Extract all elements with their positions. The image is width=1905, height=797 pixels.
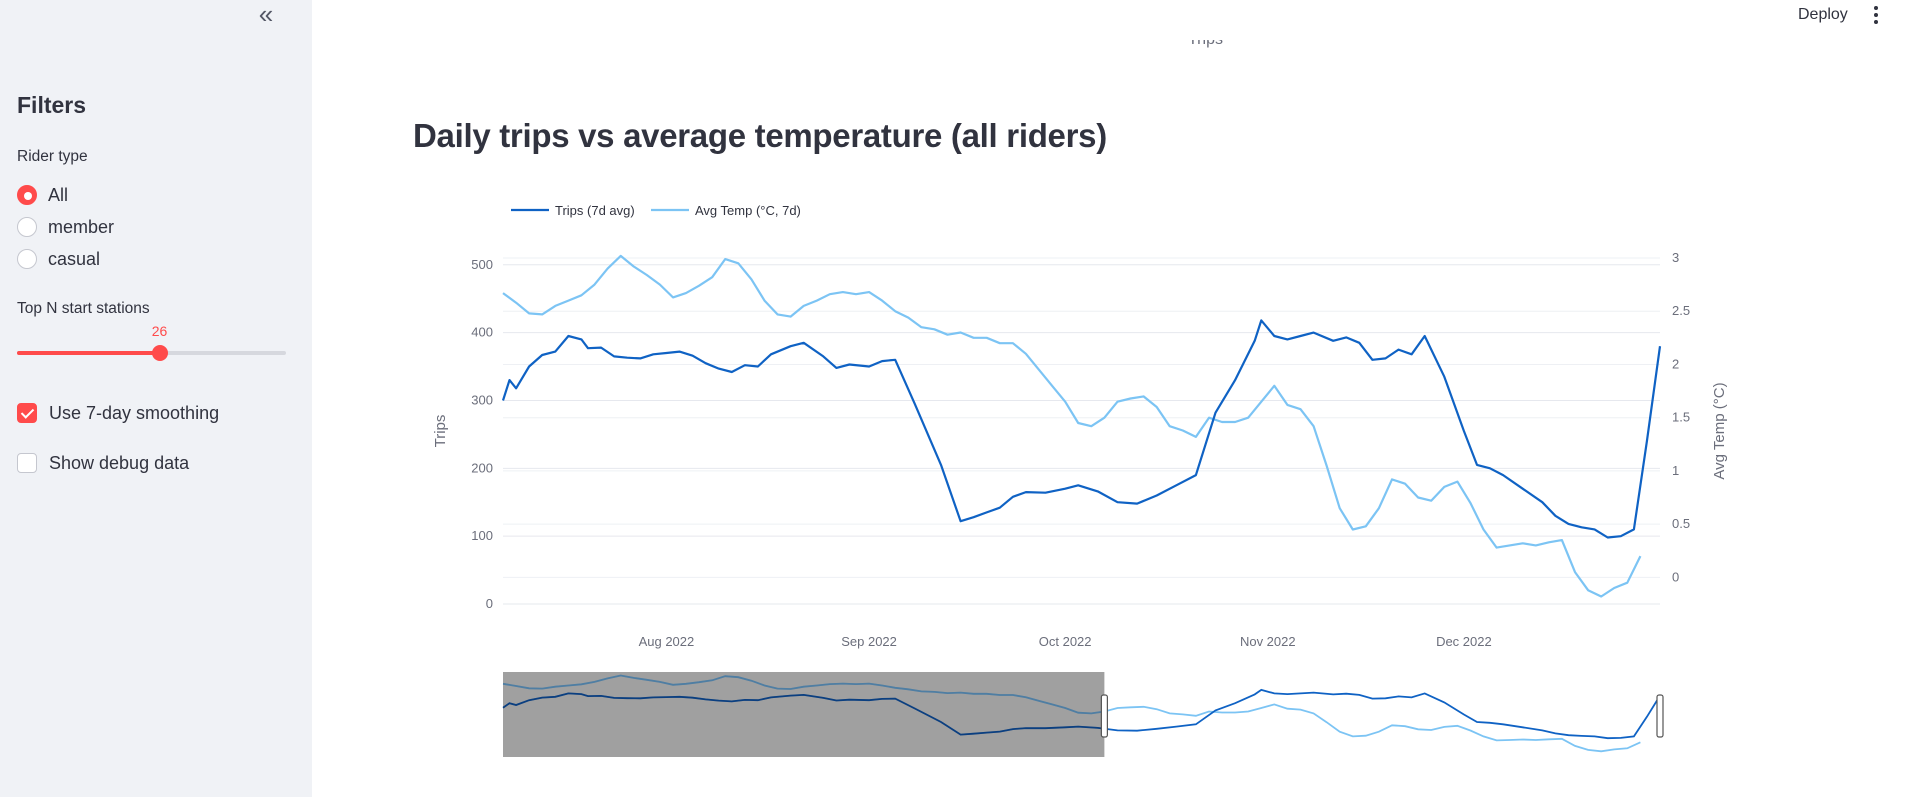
y-tick-label: 400	[471, 325, 493, 340]
rider-type-label: Rider type	[17, 148, 88, 165]
debug-checkbox[interactable]: Show debug data	[17, 450, 189, 476]
x-tick-label: Oct 2022	[1039, 634, 1092, 649]
filters-heading: Filters	[17, 92, 87, 118]
top-n-slider[interactable]	[17, 345, 286, 361]
temperature-series-line	[502, 254, 1642, 598]
range-slider-mask	[503, 672, 1105, 757]
y-tick-label: 0	[486, 596, 493, 611]
checkbox-box[interactable]	[17, 403, 37, 423]
deploy-button[interactable]: Deploy	[1798, 6, 1848, 23]
radio-label-member: member	[48, 216, 115, 237]
radio-label-all: All	[48, 184, 69, 205]
radio-circle[interactable]	[17, 249, 37, 269]
sidebar: « Filters Rider type All member casual T…	[0, 0, 312, 797]
y2-axis-title: Avg Temp (°C)	[1711, 382, 1728, 479]
y-tick-label: 300	[471, 392, 493, 407]
y-tick-label: 200	[471, 460, 493, 475]
previous-chart-axis-label: Trips	[1188, 40, 1232, 60]
slider-value: 26	[151, 323, 168, 339]
y2-tick-label: 0	[1672, 569, 1679, 584]
y2-tick-label: 0.5	[1672, 516, 1690, 531]
y-axis-title: Trips	[432, 415, 449, 448]
x-tick-label: Dec 2022	[1436, 634, 1492, 649]
x-tick-label: Nov 2022	[1240, 634, 1296, 649]
radio-label-casual: casual	[48, 248, 101, 269]
checkbox-box[interactable]	[17, 453, 37, 473]
y-tick-label: 500	[471, 257, 493, 272]
range-slider-handle-left[interactable]	[1100, 694, 1108, 738]
y-tick-label: 100	[471, 528, 493, 543]
debug-label: Show debug data	[49, 452, 190, 473]
y2-tick-label: 2	[1672, 356, 1679, 371]
slider-thumb[interactable]	[151, 345, 168, 361]
radio-all[interactable]: All	[17, 183, 68, 207]
slider-fill	[17, 351, 160, 355]
legend-label: Avg Temp (°C, 7d)	[695, 203, 801, 218]
trips-series-line	[501, 319, 1662, 539]
x-tick-label: Aug 2022	[639, 634, 695, 649]
y2-tick-label: 1.5	[1672, 410, 1690, 425]
radio-member[interactable]: member	[17, 215, 114, 239]
y2-tick-label: 3	[1672, 250, 1679, 265]
legend-label: Trips (7d avg)	[555, 203, 635, 218]
collapse-sidebar-button[interactable]: «	[252, 0, 280, 29]
top-n-label: Top N start stations	[17, 300, 150, 317]
radio-circle[interactable]	[17, 185, 37, 205]
y2-tick-label: 1	[1672, 463, 1679, 478]
radio-circle[interactable]	[17, 217, 37, 237]
radio-casual[interactable]: casual	[17, 247, 100, 271]
x-tick-label: Sep 2022	[841, 634, 897, 649]
smoothing-label: Use 7-day smoothing	[49, 402, 220, 423]
y2-tick-label: 2.5	[1672, 303, 1690, 318]
double-chevron-left-icon: «	[258, 0, 274, 29]
vertical-ellipsis-icon[interactable]	[1868, 4, 1884, 26]
section-title: Daily trips vs average temperature (all …	[413, 117, 1107, 154]
range-slider-handle-right[interactable]	[1656, 694, 1664, 738]
range-slider-temp-masked	[503, 674, 1105, 715]
range-slider-trips-masked	[503, 692, 1105, 736]
smoothing-checkbox[interactable]: Use 7-day smoothing	[17, 400, 219, 426]
